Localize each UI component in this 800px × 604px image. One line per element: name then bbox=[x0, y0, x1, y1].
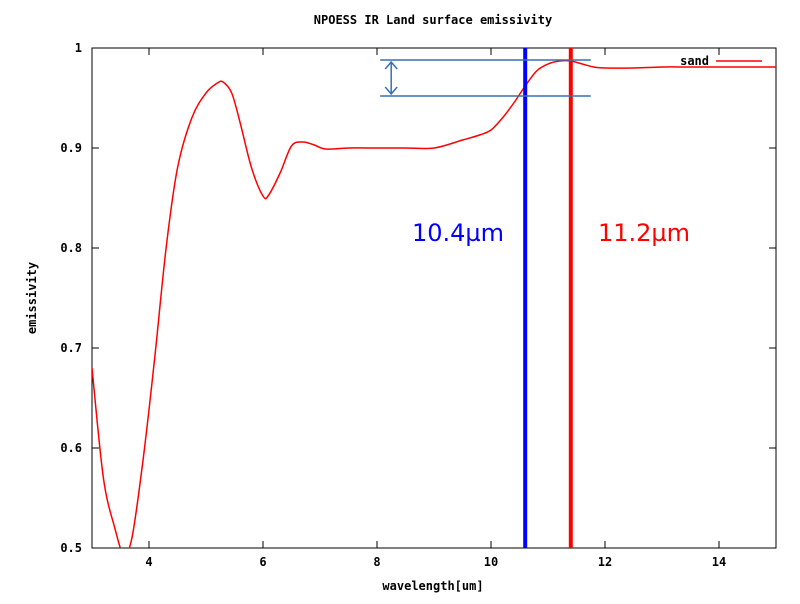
annotation-label: 11.2µm bbox=[598, 219, 690, 247]
plot-frame bbox=[91, 47, 777, 549]
x-tick-label: 8 bbox=[373, 555, 380, 569]
series-line-sand bbox=[92, 59, 776, 548]
y-tick-label: 1 bbox=[75, 41, 82, 55]
x-axis-label: wavelength[um] bbox=[382, 579, 483, 593]
bracket-layer bbox=[380, 59, 591, 97]
y-tick-label: 0.5 bbox=[60, 541, 82, 555]
x-tick-label: 10 bbox=[484, 555, 498, 569]
annotation-layer: 10.4µm 11.2µm bbox=[412, 48, 690, 548]
x-tick-label: 14 bbox=[712, 555, 726, 569]
series-layer bbox=[92, 59, 776, 548]
y-axis: 0.5 0.6 0.7 0.8 0.9 1 bbox=[60, 41, 776, 555]
annotation-label: 10.4µm bbox=[412, 219, 504, 247]
bracket-arrow-head-top bbox=[384, 60, 398, 70]
legend-label-sand: sand bbox=[680, 54, 709, 68]
legend: sand bbox=[680, 54, 762, 68]
chart-title: NPOESS IR Land surface emissivity bbox=[314, 13, 552, 27]
x-tick-label: 4 bbox=[145, 555, 152, 569]
y-tick-label: 0.8 bbox=[60, 241, 82, 255]
x-tick-label: 12 bbox=[598, 555, 612, 569]
y-tick-label: 0.9 bbox=[60, 141, 82, 155]
x-tick-label: 6 bbox=[259, 555, 266, 569]
y-tick-label: 0.7 bbox=[60, 341, 82, 355]
y-axis-label: emissivity bbox=[25, 262, 39, 334]
x-axis: 4 6 8 10 12 14 bbox=[145, 48, 726, 569]
y-tick-label: 0.6 bbox=[60, 441, 82, 455]
bracket-arrow-head-bottom bbox=[384, 86, 398, 96]
